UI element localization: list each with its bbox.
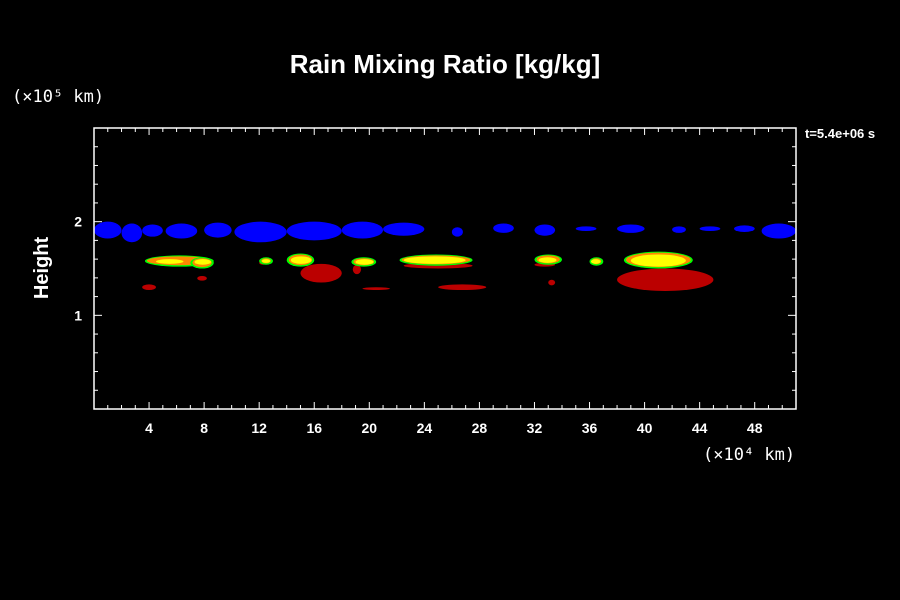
x-tick-label: 24 [417,420,433,436]
red-patch [142,284,156,291]
rain-cell-core [403,256,466,264]
blue-band-segment [94,221,122,239]
time-label: t=5.4e+06 s [805,126,875,141]
x-tick-label: 40 [637,420,653,436]
blue-band-segment [699,226,721,232]
blue-band-segment [761,223,796,239]
red-patch [548,279,556,286]
rain-cell-core [155,259,184,264]
rain-cell-core [261,259,271,263]
heatmap-field [94,221,796,291]
x-tick-label: 28 [472,420,488,436]
blue-band-segment [451,227,463,237]
rain-cell-core [194,259,211,265]
x-tick-label: 48 [747,420,763,436]
x-tick-label: 4 [145,420,153,436]
x-unit-label: (×10⁴ km) [703,445,795,465]
x-tick-label: 36 [582,420,598,436]
rain-cell-core [355,259,374,265]
red-patch [362,287,390,291]
y-axis-label: Height [31,237,53,300]
x-tick-label: 20 [362,420,378,436]
rain-cell-core [538,257,557,263]
rain-cell-core [590,259,601,264]
red-patch [352,264,362,275]
blue-band-segment [204,222,232,238]
red-patch [197,275,207,281]
rain-cell-core [630,254,686,267]
blue-band-segment [575,226,597,232]
y-tick-label: 1 [74,307,82,323]
x-tick-label: 16 [306,420,322,436]
chart-title: Rain Mixing Ratio [kg/kg] [290,49,601,79]
rain-cell-core [290,256,312,264]
blue-band-segment [383,222,425,236]
red-patch [617,268,714,291]
blue-band-segment [617,224,645,233]
plot-frame [93,127,797,410]
blue-band-segment [493,223,514,233]
blue-band-segment [734,225,755,232]
red-patch [300,263,342,283]
x-tick-label: 44 [692,420,708,436]
blue-band-segment [234,221,287,243]
x-tick-label: 32 [527,420,543,436]
blue-band-segment [165,223,198,239]
blue-band-segment [142,224,163,237]
red-patch [438,284,487,291]
blue-band-segment [672,226,686,233]
x-tick-label: 8 [200,420,208,436]
blue-band-segment [286,221,342,241]
blue-band-segment [121,223,143,243]
y-unit-label: (×10⁵ km) [12,87,104,107]
blue-band-segment [341,221,384,239]
blue-band-segment [534,224,556,236]
x-tick-label: 12 [251,420,267,436]
y-tick-label: 2 [74,214,82,230]
